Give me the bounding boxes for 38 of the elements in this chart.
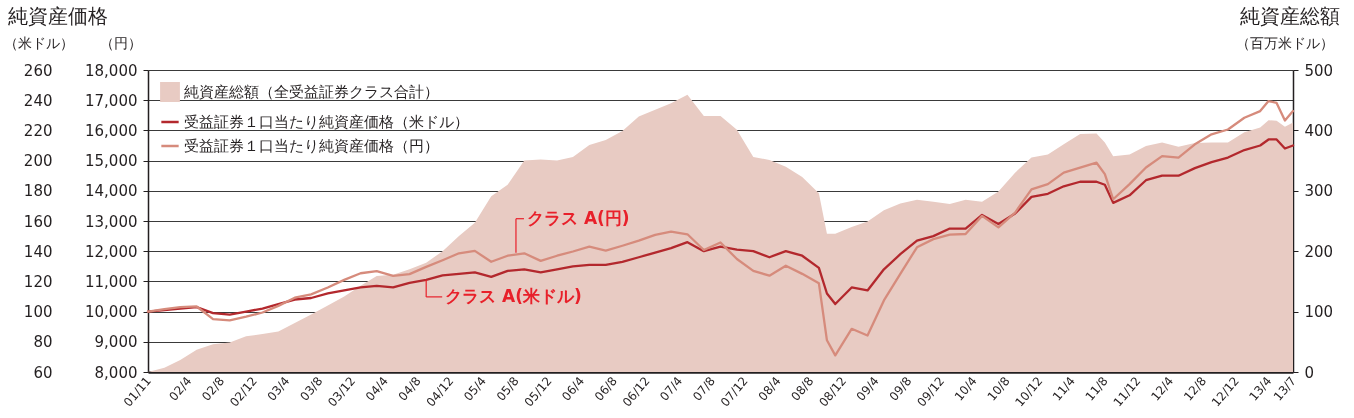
- y2-tick-label: 8,000: [94, 363, 138, 382]
- y2-tick-label: 13,000: [85, 212, 138, 231]
- y-tick-label: 140: [23, 242, 53, 261]
- annotation: クラス A(米ドル): [445, 285, 582, 306]
- y3-tick-label: 300: [1304, 182, 1334, 201]
- y2-axis-title: （円）: [99, 34, 142, 51]
- y-tick-label: 120: [23, 272, 53, 291]
- y-tick-label: 240: [23, 91, 53, 110]
- chart-subtitle: 純資産総額: [1240, 3, 1340, 30]
- y-tick-label: 220: [23, 121, 53, 140]
- legend-label: 受益証券１口当たり純資産価格（円）: [184, 137, 439, 155]
- y2-tick-label: 11,000: [85, 272, 138, 291]
- y2-tick-label: 17,000: [85, 91, 138, 110]
- y2-tick-label: 16,000: [85, 121, 138, 140]
- y3-axis-title: （百万米ドル）: [1235, 34, 1334, 51]
- chart-title: 純資産価格: [8, 3, 108, 30]
- y3-tick-label: 200: [1304, 242, 1334, 261]
- y-tick-label: 200: [23, 152, 53, 171]
- y3-tick-label: 0: [1304, 363, 1315, 382]
- y2-tick-label: 15,000: [85, 152, 138, 171]
- y-tick-label: 160: [23, 212, 53, 231]
- y2-tick-label: 14,000: [85, 182, 138, 201]
- y2-tick-label: 9,000: [94, 333, 138, 352]
- y3-tick-label: 400: [1304, 121, 1334, 140]
- y-tick-label: 60: [33, 363, 53, 382]
- y2-tick-label: 18,000: [85, 61, 138, 80]
- y3-tick-label: 100: [1304, 303, 1334, 322]
- y2-tick-label: 12,000: [85, 242, 138, 261]
- y3-tick-label: 500: [1304, 61, 1334, 80]
- legend-label: 受益証券１口当たり純資産価格（米ドル）: [184, 113, 469, 131]
- legend-label: 純資産総額（全受益証券クラス合計）: [184, 83, 439, 101]
- y-tick-label: 100: [23, 303, 53, 322]
- y-axis-title: （米ドル）: [3, 34, 74, 51]
- annotation: クラス A(円): [526, 207, 630, 228]
- y-tick-label: 180: [23, 182, 53, 201]
- y-tick-label: 260: [23, 61, 53, 80]
- y-tick-label: 80: [33, 333, 53, 352]
- y2-tick-label: 10,000: [85, 303, 138, 322]
